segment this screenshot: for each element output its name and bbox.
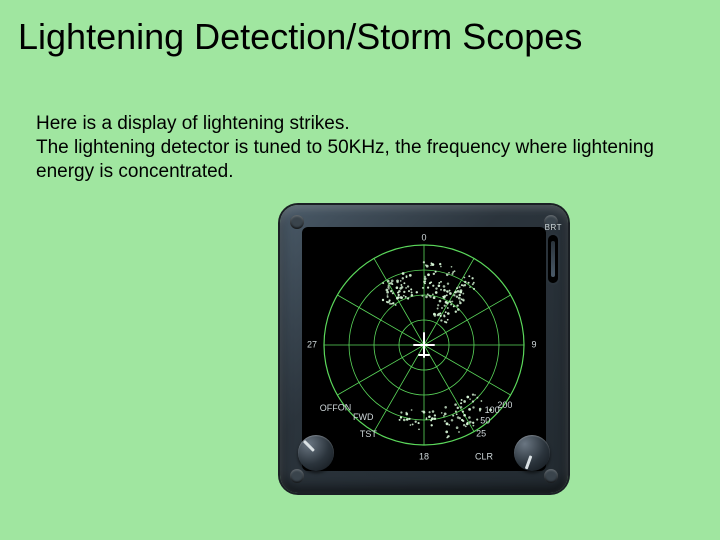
svg-text:ON: ON: [338, 402, 352, 412]
mode-knob[interactable]: [298, 435, 334, 471]
svg-text:200: 200: [497, 400, 512, 410]
body-line-1: Here is a display of lightening strikes.: [36, 112, 656, 136]
stormscope-instrument: BRT 091827OFFONFWDTST2550100200CLR: [280, 205, 568, 493]
svg-text:OFF: OFF: [320, 403, 338, 413]
svg-text:CLR: CLR: [475, 451, 494, 461]
svg-text:FWD: FWD: [353, 412, 374, 422]
body-line-2: The lightening detector is tuned to 50KH…: [36, 136, 656, 184]
svg-text:18: 18: [419, 451, 429, 461]
slide-title: Lightening Detection/Storm Scopes: [18, 16, 582, 58]
bezel-screw: [290, 469, 304, 483]
brightness-label: BRT: [545, 223, 562, 232]
svg-text:27: 27: [307, 339, 317, 349]
bezel-screw: [290, 215, 304, 229]
scope-svg: 091827OFFONFWDTST2550100200CLR: [302, 227, 546, 471]
body-text: Here is a display of lightening strikes.…: [36, 112, 656, 183]
scope-face: 091827OFFONFWDTST2550100200CLR: [302, 227, 546, 471]
svg-text:TST: TST: [360, 429, 378, 439]
range-knob[interactable]: [514, 435, 550, 471]
svg-text:9: 9: [531, 339, 536, 349]
brightness-slider[interactable]: [548, 235, 558, 283]
svg-text:25: 25: [476, 429, 486, 439]
svg-text:0: 0: [421, 232, 426, 242]
bezel-screw: [544, 469, 558, 483]
svg-text:50: 50: [480, 415, 490, 425]
